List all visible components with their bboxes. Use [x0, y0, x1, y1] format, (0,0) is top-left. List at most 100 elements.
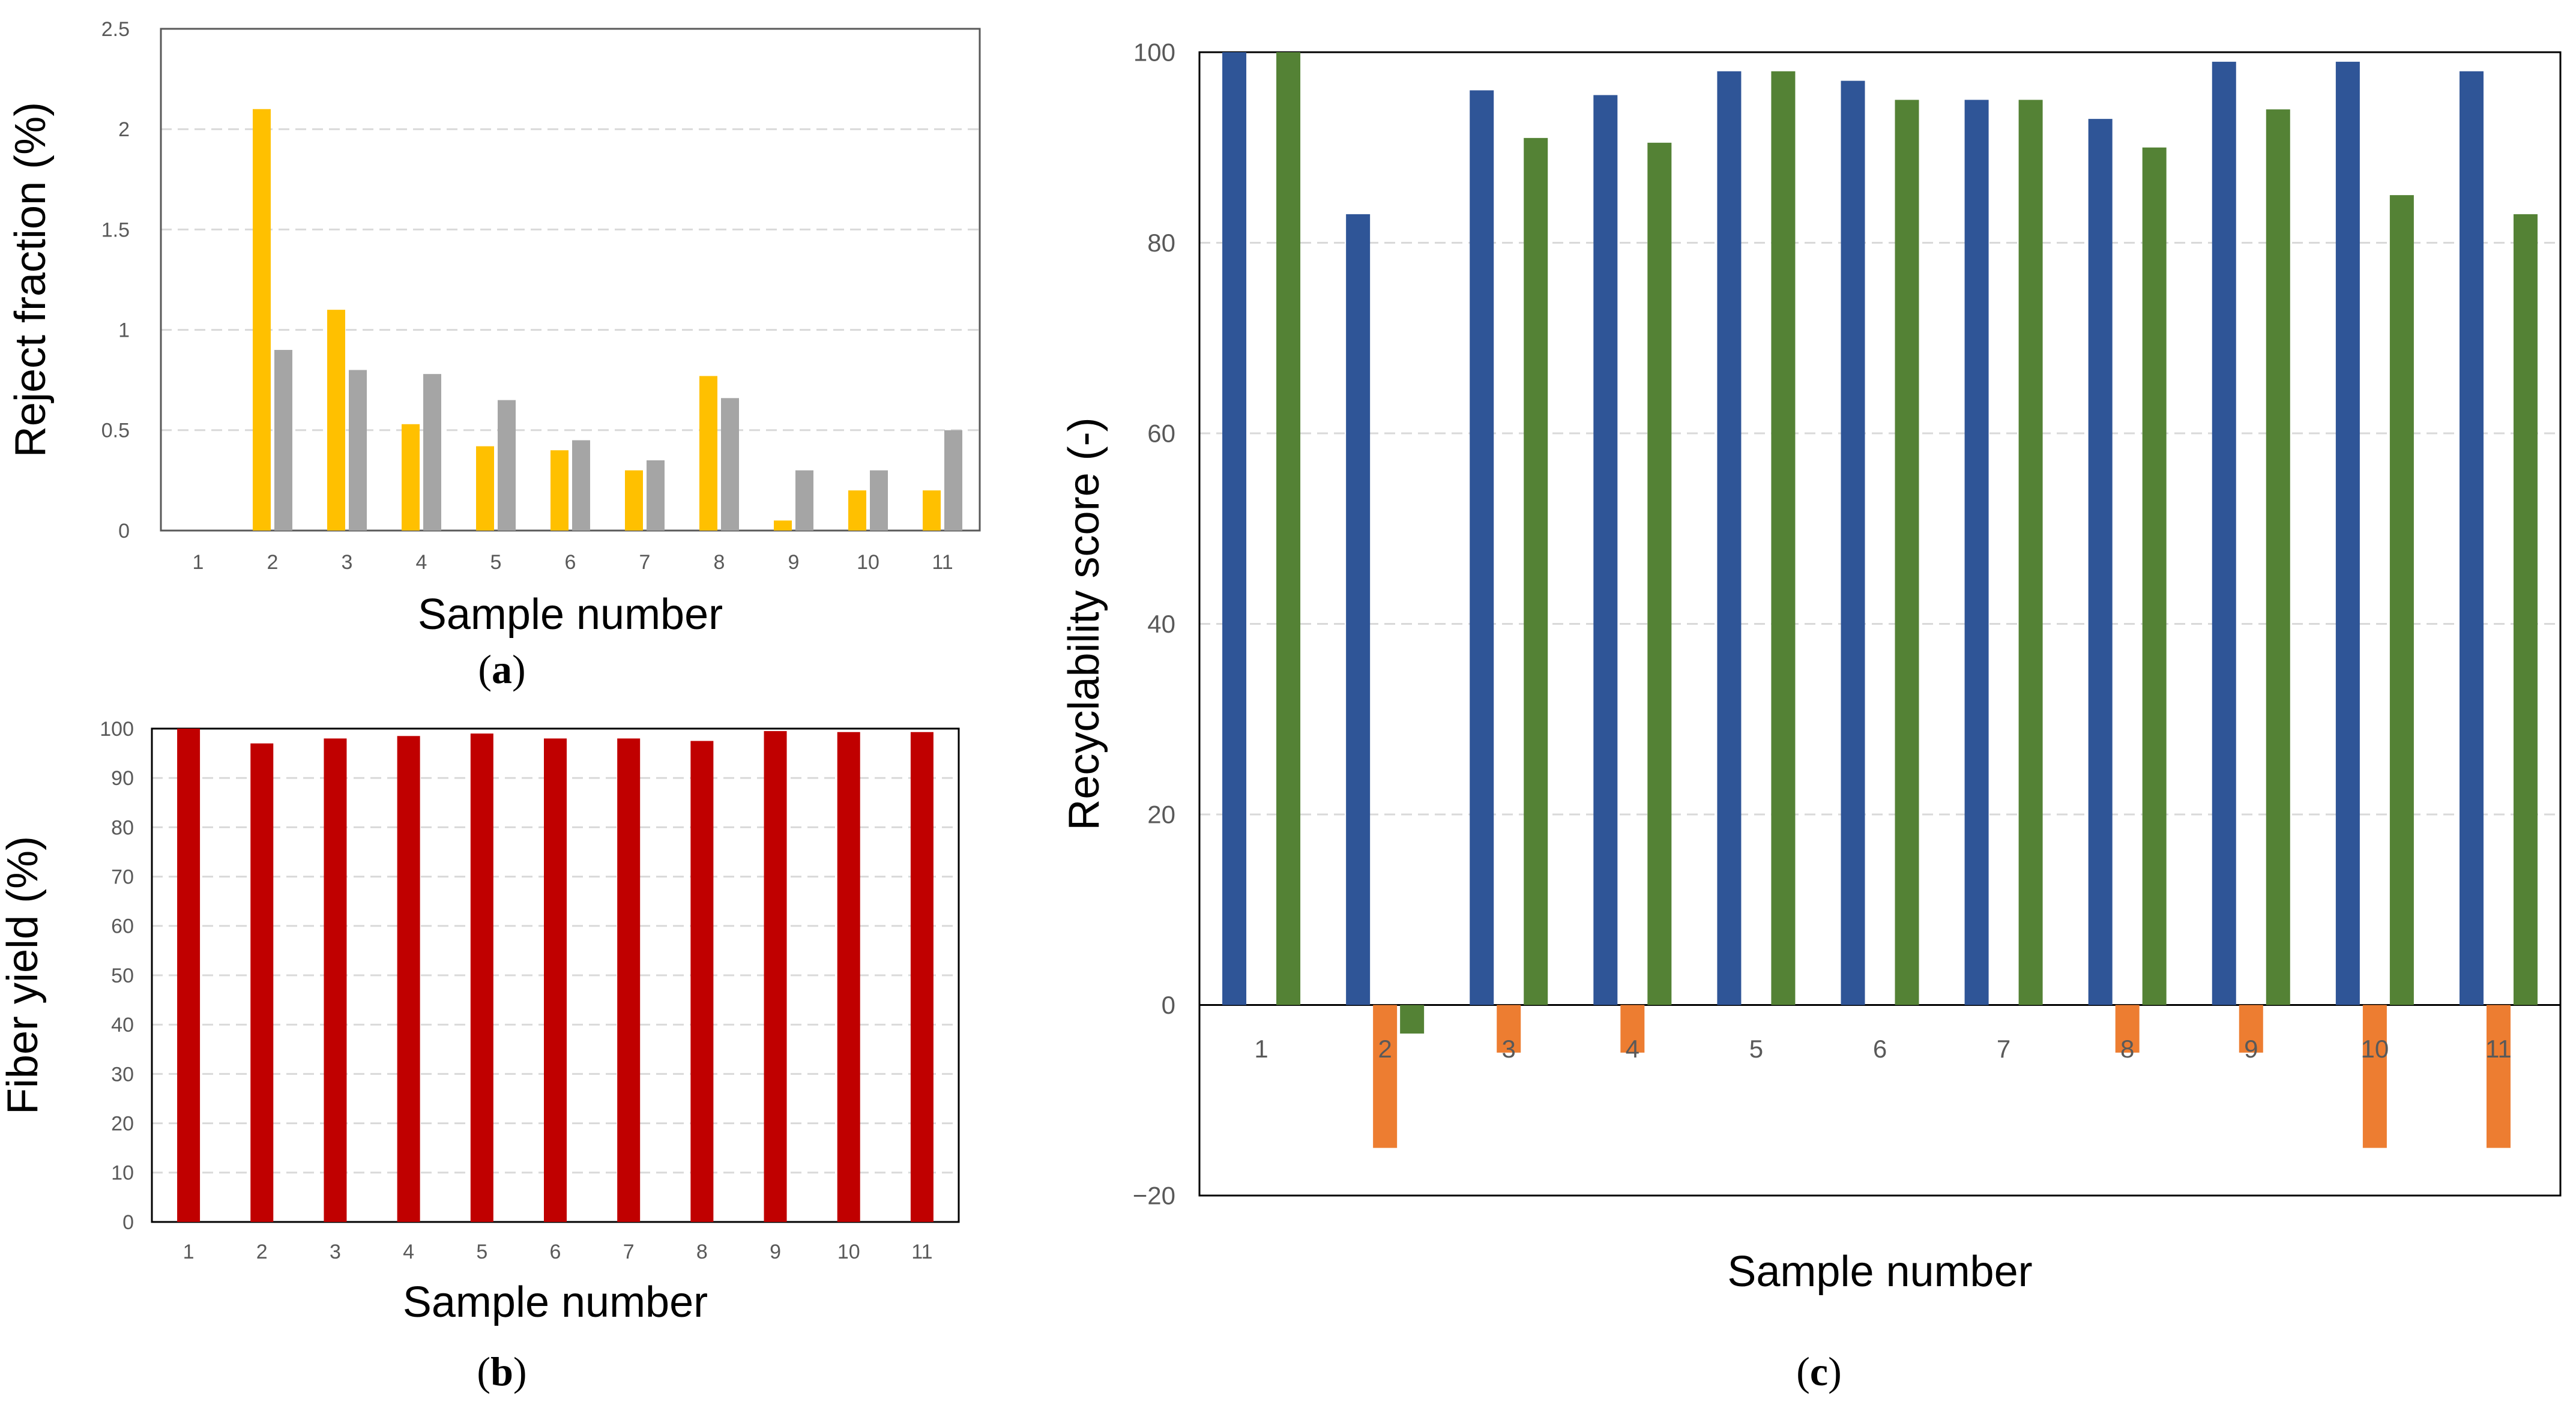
- panel-b-bar-s1-3: [324, 738, 347, 1222]
- panel-b-bar-s1-1: [177, 729, 201, 1222]
- panel-c-y-tick-label: 20: [1147, 801, 1175, 829]
- panel-c-bar-s2-3: [1497, 1005, 1521, 1053]
- panel-c-bar-s3-5: [1771, 71, 1796, 1005]
- panel-a-y-tick-label: 2.5: [101, 18, 130, 41]
- panel-c-x-tick-label: 2: [1378, 1035, 1392, 1063]
- panel-c-y-tick-label: 100: [1133, 38, 1175, 67]
- panel-a-plot-frame: [160, 28, 981, 532]
- panel-c-y-tick-label: 40: [1147, 610, 1175, 638]
- panel-a-y-tick-label: 1.5: [101, 218, 130, 241]
- panel-c-x-tick-label: 8: [2120, 1035, 2134, 1063]
- panel-b-x-tick-label: 5: [476, 1241, 487, 1263]
- panel-c-bar-s1-4: [1593, 95, 1618, 1005]
- panel-c-bar-s2-9: [2239, 1005, 2263, 1053]
- panel-b-bar-s1-8: [690, 741, 714, 1222]
- panel-a-chart: 0 0.5 1 1.5 2 2.5 1 2 3 4 5 6 7 8 9 10 11 Sample number Re…: [7, 18, 981, 639]
- panel-a-bar-s2-7: [647, 460, 665, 531]
- panel-a-bar-s1-10: [848, 490, 866, 531]
- panel-c-x-tick-label: 6: [1873, 1035, 1887, 1063]
- panel-b-bar-s1-11: [910, 732, 934, 1222]
- panel-c-caption-open: (: [1796, 1349, 1810, 1394]
- panel-b-bar-s1-7: [617, 738, 641, 1222]
- panel-a-x-tick-label: 3: [342, 551, 353, 574]
- panel-b-chart: 0 10 20 30 40 50 60 70 80 90 100 1 2 3 4 5 6 7 8 9 10 11 Sampl…: [0, 718, 960, 1326]
- panel-c-bar-s1-10: [2335, 61, 2360, 1005]
- panel-a-y-tick-label: 0.5: [101, 420, 130, 442]
- panel-c-bar-s3-2: [1400, 1005, 1425, 1034]
- panel-c-bar-s1-7: [1964, 100, 1989, 1005]
- panel-a-x-tick-label: 8: [714, 551, 725, 574]
- panel-b-x-tick-label: 1: [183, 1241, 195, 1263]
- panel-b-y-tick-label: 60: [111, 915, 134, 938]
- panel-c-y-tick-label: 60: [1147, 420, 1175, 448]
- panel-b-x-tick-label: 4: [403, 1241, 414, 1263]
- panel-a-caption-letter: a: [492, 646, 512, 692]
- panel-a-x-tick-label: 10: [857, 551, 879, 574]
- panel-a-x-axis-title: Sample number: [418, 591, 723, 639]
- panel-c-x-tick-label: 5: [1749, 1035, 1763, 1063]
- panel-a-x-tick-label: 7: [639, 551, 651, 574]
- panel-a-bar-s2-11: [944, 430, 962, 531]
- panel-a-y-tick-label: 1: [118, 319, 130, 342]
- panel-c-x-tick-label: 10: [2361, 1035, 2389, 1063]
- panel-a-caption: (a): [478, 646, 525, 692]
- panel-a-caption-open: (: [478, 646, 492, 692]
- panel-c-bar-s3-1: [1276, 52, 1301, 1005]
- panel-b-y-tick-label: 40: [111, 1014, 134, 1036]
- panel-a-bar-s2-2: [274, 350, 292, 531]
- panel-c-bar-s1-2: [1346, 214, 1371, 1005]
- panel-c-x-tick-label: 7: [1997, 1035, 2010, 1063]
- panel-c-chart: −20 0 20 40 60 80 100 1 2 3 4 5 6 7 8 9 10 11 Sample numbe…: [1060, 38, 2562, 1296]
- panel-a-bar-s1-8: [699, 376, 717, 531]
- panel-b-bar-s1-4: [397, 736, 420, 1222]
- panel-b-bar-s1-10: [837, 732, 860, 1222]
- panel-c-bar-s2-2: [1373, 1005, 1398, 1148]
- panel-a-x-tick-label: 4: [416, 551, 427, 574]
- panel-b-y-tick-label: 20: [111, 1113, 134, 1136]
- panel-b-y-tick-label: 0: [122, 1211, 134, 1234]
- panel-a-bar-s1-7: [625, 470, 643, 531]
- panel-b-x-tick-label: 6: [550, 1241, 561, 1263]
- panel-c-y-axis-title: Recyclability score (-): [1060, 417, 1108, 830]
- panel-b-y-tick-label: 70: [111, 866, 134, 889]
- panel-b-y-axis-title: Fiber yield (%): [0, 836, 47, 1115]
- panel-b-caption: (b): [477, 1349, 526, 1394]
- panel-c-bar-s2-11: [2486, 1005, 2511, 1148]
- panel-c-bar-s1-3: [1470, 90, 1494, 1005]
- panel-c-caption-letter: c: [1810, 1349, 1828, 1394]
- panel-c-bar-s3-6: [1895, 100, 1919, 1005]
- panel-b-x-tick-label: 9: [770, 1241, 781, 1263]
- panel-c-x-tick-label: 1: [1254, 1035, 1268, 1063]
- panel-b-x-tick-label: 11: [911, 1241, 932, 1263]
- panel-c-bar-s3-4: [1647, 142, 1672, 1005]
- panel-a-x-tick-label: 5: [490, 551, 502, 574]
- panel-c-bar-s1-5: [1717, 71, 1742, 1005]
- panel-a-x-tick-label: 9: [788, 551, 800, 574]
- panel-b-bar-s1-5: [470, 733, 493, 1222]
- panel-c-y-tick-label: 80: [1147, 229, 1175, 257]
- panel-c-bar-s1-11: [2459, 71, 2484, 1005]
- panel-b-caption-close: ): [513, 1349, 527, 1394]
- panel-b-caption-letter: b: [490, 1349, 513, 1394]
- panel-a-x-tick-label: 2: [267, 551, 279, 574]
- panel-a-y-tick-label: 0: [118, 520, 130, 543]
- panel-b-y-tick-label: 30: [111, 1063, 134, 1086]
- panel-c-bar-s1-1: [1222, 52, 1247, 1005]
- panel-c-y-tick-label: −20: [1133, 1182, 1175, 1210]
- panel-a-bar-s2-5: [498, 400, 516, 531]
- panel-b-x-tick-label: 7: [623, 1241, 635, 1263]
- panel-a-bar-s2-10: [870, 470, 888, 531]
- panel-c-caption: (c): [1796, 1349, 1842, 1394]
- panel-c-bar-s2-8: [2115, 1005, 2140, 1053]
- panel-a-bar-s1-9: [774, 520, 792, 531]
- panel-b-x-tick-label: 8: [696, 1241, 708, 1263]
- panel-c-bar-s1-9: [2212, 61, 2236, 1005]
- panel-c-bar-s3-7: [2018, 100, 2043, 1005]
- panel-c-bar-s3-8: [2142, 147, 2167, 1005]
- panel-c-caption-close: ): [1828, 1349, 1842, 1394]
- panel-c-x-axis-title: Sample number: [1727, 1248, 2032, 1296]
- panel-a-bar-s1-4: [402, 424, 420, 531]
- panel-a-bar-s2-4: [423, 374, 441, 531]
- panel-a-x-tick-label: 1: [193, 551, 204, 574]
